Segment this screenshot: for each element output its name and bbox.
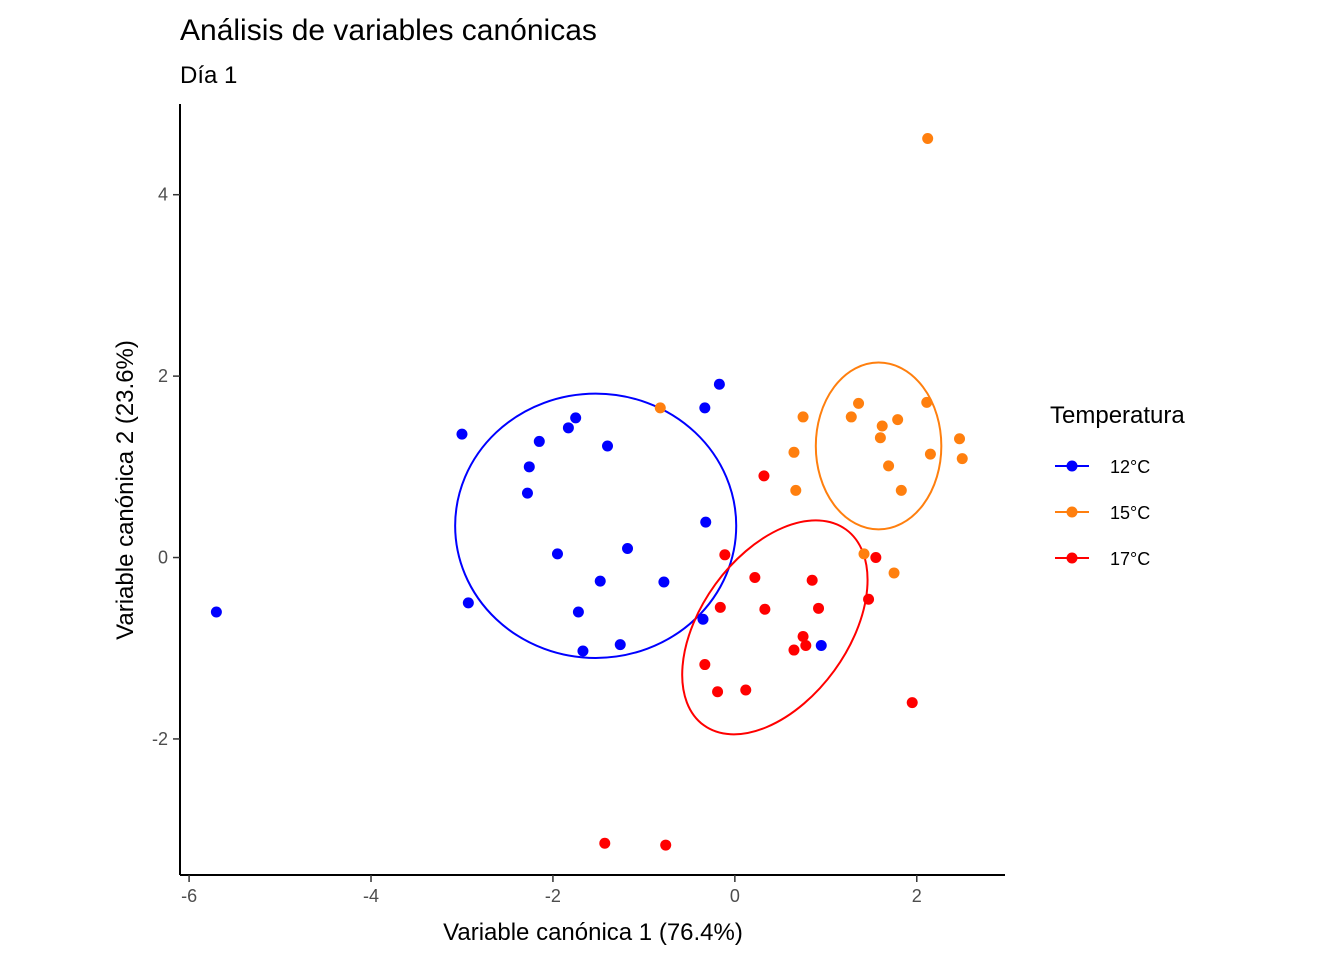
data-point	[870, 552, 882, 564]
data-point	[699, 659, 711, 671]
data-point	[712, 686, 724, 698]
data-point	[749, 571, 761, 583]
data-point	[815, 640, 827, 652]
data-point	[797, 411, 809, 423]
y-tick-label: 4	[158, 185, 168, 205]
x-tick-label: 0	[730, 886, 740, 906]
data-point	[892, 414, 904, 426]
data-point	[876, 420, 888, 432]
y-tick-label: 2	[158, 366, 168, 386]
data-point	[622, 542, 634, 554]
data-point	[614, 639, 626, 651]
y-tick-label: -2	[152, 729, 168, 749]
data-point	[888, 567, 900, 579]
data-point	[788, 446, 800, 458]
data-point	[759, 603, 771, 615]
data-point	[895, 484, 907, 496]
data-point	[788, 644, 800, 656]
data-point	[797, 630, 809, 642]
x-tick-label: -4	[363, 886, 379, 906]
data-point	[874, 432, 886, 444]
confidence-ellipse	[681, 519, 869, 736]
data-point	[697, 613, 709, 625]
data-point	[699, 402, 711, 414]
data-point	[572, 606, 584, 618]
legend-marker	[1066, 552, 1078, 564]
legend-label: 12°C	[1110, 457, 1150, 477]
data-point	[602, 440, 614, 452]
data-point	[954, 433, 966, 445]
data-point	[921, 396, 933, 408]
data-point	[813, 602, 825, 614]
data-point	[577, 645, 589, 657]
data-point	[758, 470, 770, 482]
data-point	[719, 549, 731, 561]
x-tick-label: -6	[181, 886, 197, 906]
data-point	[521, 487, 533, 499]
data-point	[210, 606, 222, 618]
data-point	[740, 684, 752, 696]
data-point	[658, 576, 670, 588]
data-point	[956, 453, 968, 465]
legend: Temperatura 12°C 15°C 17°C	[1050, 402, 1185, 569]
y-axis-title: Variable canónica 2 (23.6%)	[112, 340, 139, 640]
data-point	[594, 575, 606, 587]
data-point	[863, 593, 875, 605]
data-point	[599, 837, 611, 849]
data-point	[570, 412, 582, 424]
data-point	[924, 448, 936, 460]
confidence-ellipse	[454, 392, 738, 659]
chart-title: Análisis de variables canónicas	[180, 14, 597, 47]
legend-label: 17°C	[1110, 549, 1150, 569]
data-point	[660, 839, 672, 851]
y-tick-label: 0	[158, 548, 168, 568]
data-point	[714, 601, 726, 613]
data-point	[845, 411, 857, 423]
data-point	[713, 378, 725, 390]
confidence-ellipse	[814, 361, 943, 531]
legend-marker	[1066, 506, 1078, 518]
legend-marker	[1066, 460, 1078, 472]
x-axis-title: Variable canónica 1 (76.4%)	[443, 919, 743, 946]
data-point	[906, 697, 918, 709]
data-point	[523, 461, 535, 473]
legend-title: Temperatura	[1050, 402, 1185, 429]
data-point	[883, 460, 895, 472]
data-point	[790, 484, 802, 496]
data-point	[858, 548, 870, 560]
data-point	[922, 132, 934, 144]
data-point	[533, 435, 545, 447]
data-point	[654, 402, 666, 414]
data-point	[853, 397, 865, 409]
chart-subtitle: Día 1	[180, 62, 237, 89]
data-point	[700, 516, 712, 528]
data-point	[462, 597, 474, 609]
x-tick-label: -2	[545, 886, 561, 906]
data-point	[562, 422, 574, 434]
legend-label: 15°C	[1110, 503, 1150, 523]
data-point	[806, 574, 818, 586]
data-point	[800, 640, 812, 652]
data-point	[456, 428, 468, 440]
x-tick-label: 2	[912, 886, 922, 906]
data-point	[551, 548, 563, 560]
plot-area: -6 -4 -2 0 2 -2 0 2 4	[152, 104, 1005, 906]
